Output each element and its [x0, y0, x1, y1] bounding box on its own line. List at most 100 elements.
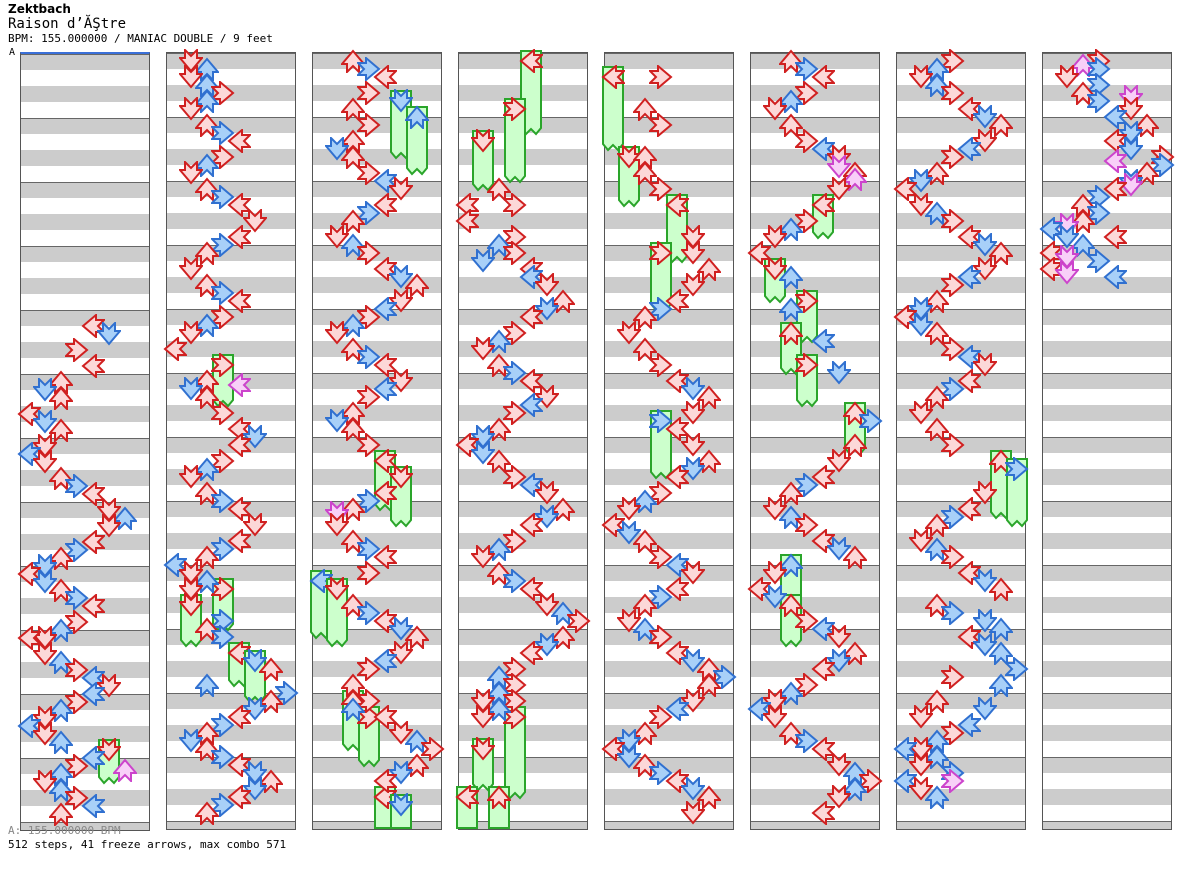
note-down-arrow-icon [243, 761, 267, 785]
note-down-arrow-icon [827, 177, 851, 201]
note-left-arrow-icon [665, 697, 689, 721]
note-left-arrow-icon [519, 369, 543, 393]
note-right-arrow-icon [941, 505, 965, 529]
note-right-arrow-icon [941, 209, 965, 233]
note-up-arrow-icon [49, 730, 73, 754]
note-up-arrow-icon [843, 545, 867, 569]
note-right-arrow-icon [941, 81, 965, 105]
note-down-arrow-icon [33, 642, 57, 666]
note-left-arrow-icon [811, 737, 835, 761]
freeze-head-right-arrow-icon [503, 97, 527, 121]
note-up-arrow-icon [633, 97, 657, 121]
note-right-arrow-icon [211, 745, 235, 769]
note-right-arrow-icon [65, 690, 89, 714]
note-right-arrow-icon [65, 658, 89, 682]
note-up-arrow-icon [633, 529, 657, 553]
note-right-arrow-icon [357, 537, 381, 561]
note-right-arrow-icon [795, 609, 819, 633]
note-right-arrow-icon [503, 689, 527, 713]
note-up-arrow-icon [487, 177, 511, 201]
note-down-arrow-icon [973, 233, 997, 257]
freeze-head-up-arrow-icon [779, 321, 803, 345]
note-down-arrow-icon [681, 649, 705, 673]
note-up-arrow-icon [49, 386, 73, 410]
note-down-arrow-icon [325, 321, 349, 345]
note-right-arrow-icon [1151, 153, 1175, 177]
note-down-arrow-icon [681, 241, 705, 265]
note-right-arrow-icon [211, 121, 235, 145]
note-up-arrow-icon [697, 673, 721, 697]
note-down-arrow-icon [681, 801, 705, 825]
note-down-arrow-icon [909, 169, 933, 193]
note-left-arrow-icon [811, 465, 835, 489]
note-down-arrow-icon [681, 689, 705, 713]
note-left-arrow-icon [665, 465, 689, 489]
note-right-arrow-icon [1005, 657, 1029, 681]
note-down-arrow-icon [827, 537, 851, 561]
song-title: Raison d’ĂŞtre [8, 16, 127, 32]
note-right-arrow-icon [503, 465, 527, 489]
note-left-arrow-icon [665, 289, 689, 313]
note-right-arrow-icon [941, 337, 965, 361]
note-down-arrow-icon [763, 97, 787, 121]
note-down-arrow-icon [909, 777, 933, 801]
freeze-head-down-arrow-icon [389, 793, 413, 817]
freeze-head-down-arrow-icon [325, 577, 349, 601]
section-a-label: A [9, 47, 16, 58]
freeze-head-left-arrow-icon [601, 65, 625, 89]
note-up-arrow-icon [925, 513, 949, 537]
note-up-arrow-icon [989, 577, 1013, 601]
note-down-arrow-icon [763, 585, 787, 609]
note-down-arrow-icon [97, 674, 121, 698]
note-left-arrow-icon [373, 297, 397, 321]
note-down-arrow-icon [535, 505, 559, 529]
note-up-arrow-icon [925, 689, 949, 713]
note-down-arrow-icon [33, 434, 57, 458]
note-down-arrow-icon [33, 706, 57, 730]
note-up-arrow-icon [341, 209, 365, 233]
note-left-arrow-icon [893, 737, 917, 761]
note-right-arrow-icon [1087, 249, 1111, 273]
note-down-arrow-icon [681, 401, 705, 425]
note-right-arrow-icon [1087, 201, 1111, 225]
note-down-arrow-icon [681, 561, 705, 585]
note-right-arrow-icon [275, 681, 299, 705]
note-right-arrow-icon [941, 273, 965, 297]
freeze-arrow-body [326, 578, 348, 648]
note-right-arrow-icon [649, 297, 673, 321]
note-down-arrow-icon [471, 689, 495, 713]
note-right-arrow-icon [649, 353, 673, 377]
note-left-arrow-icon [227, 225, 251, 249]
note-left-arrow-icon [81, 682, 105, 706]
note-left-arrow-icon [1103, 177, 1127, 201]
chart-header: Zektbach Raison d’ĂŞtre BPM: 155.000000 … [8, 2, 273, 45]
note-up-arrow-icon [989, 113, 1013, 137]
note-left-arrow-icon [81, 354, 105, 378]
note-up-arrow-icon [989, 241, 1013, 265]
note-right-arrow-icon [357, 433, 381, 457]
note-right-arrow-icon [649, 761, 673, 785]
freeze-head-up-arrow-icon [405, 105, 429, 129]
note-down-arrow-icon [827, 753, 851, 777]
note-down-arrow-icon [33, 378, 57, 402]
note-right-arrow-icon [649, 545, 673, 569]
note-down-arrow-icon [179, 49, 203, 73]
note-left-arrow-icon [957, 137, 981, 161]
note-right-arrow-icon [357, 689, 381, 713]
note-down-arrow-icon [1119, 85, 1143, 109]
note-right-arrow-icon [503, 193, 527, 217]
note-left-arrow-icon [373, 65, 397, 89]
note-left-arrow-icon [227, 497, 251, 521]
note-down-arrow-icon [389, 289, 413, 313]
note-right-arrow-icon [503, 401, 527, 425]
note-down-arrow-icon [617, 321, 641, 345]
note-down-arrow-icon [179, 97, 203, 121]
note-down-arrow-icon [617, 521, 641, 545]
note-right-arrow-icon [649, 705, 673, 729]
note-up-arrow-icon [195, 545, 219, 569]
note-right-arrow-icon [941, 145, 965, 169]
note-down-arrow-icon [909, 193, 933, 217]
note-right-arrow-icon [65, 538, 89, 562]
note-down-arrow-icon [471, 425, 495, 449]
